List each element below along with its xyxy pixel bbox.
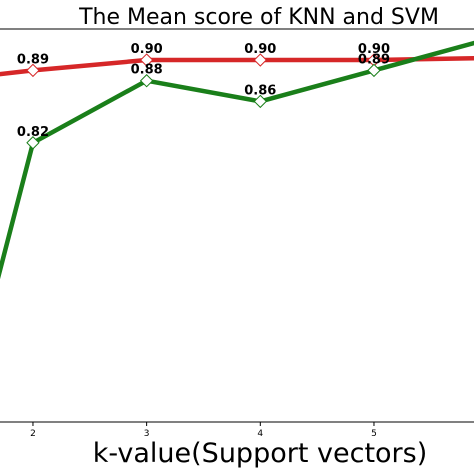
series-0-marker bbox=[253, 53, 268, 67]
series-0-marker bbox=[139, 53, 154, 67]
series-0-data-label: 0.90 bbox=[358, 42, 390, 57]
series-1-data-label: 0.82 bbox=[17, 125, 49, 140]
x-tick-label: 2 bbox=[30, 429, 36, 439]
series-0-data-label: 0.90 bbox=[131, 42, 163, 57]
x-tick-label: 4 bbox=[257, 429, 263, 439]
series-1-data-label: 0.88 bbox=[131, 63, 163, 78]
x-axis-ticks: 2 3 4 5 bbox=[30, 422, 377, 439]
series-0-marker bbox=[26, 63, 40, 78]
series-layer bbox=[0, 40, 474, 280]
series-1-data-label: 0.86 bbox=[244, 83, 276, 98]
plot-frame bbox=[0, 28, 474, 423]
x-tick-label: 3 bbox=[144, 429, 150, 439]
x-tick-label: 5 bbox=[371, 429, 377, 439]
series-0-data-label: 0.89 bbox=[17, 52, 49, 67]
chart-title: The Mean score of KNN and SVM bbox=[78, 5, 439, 30]
series-line-1 bbox=[0, 40, 474, 280]
series-1-marker bbox=[367, 63, 381, 78]
series-1-marker bbox=[139, 74, 154, 88]
series-1-marker bbox=[26, 136, 40, 150]
series-0-data-label: 0.90 bbox=[244, 42, 276, 57]
series-1-marker bbox=[253, 94, 268, 109]
series-1-data-label: 0.89 bbox=[358, 52, 390, 67]
series-line-0 bbox=[0, 55, 474, 77]
data-labels: 0.890.90 0.90 0.900.820.880.860.89 bbox=[17, 42, 390, 140]
x-axis-label: k-value(Support vectors) bbox=[93, 438, 428, 469]
